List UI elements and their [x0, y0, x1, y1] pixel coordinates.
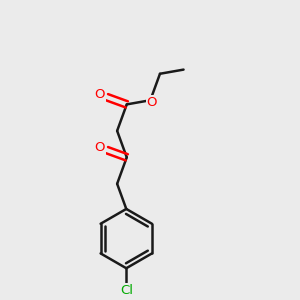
- Text: O: O: [94, 141, 105, 154]
- Text: O: O: [94, 88, 105, 101]
- Text: O: O: [147, 96, 157, 109]
- Text: Cl: Cl: [120, 284, 133, 297]
